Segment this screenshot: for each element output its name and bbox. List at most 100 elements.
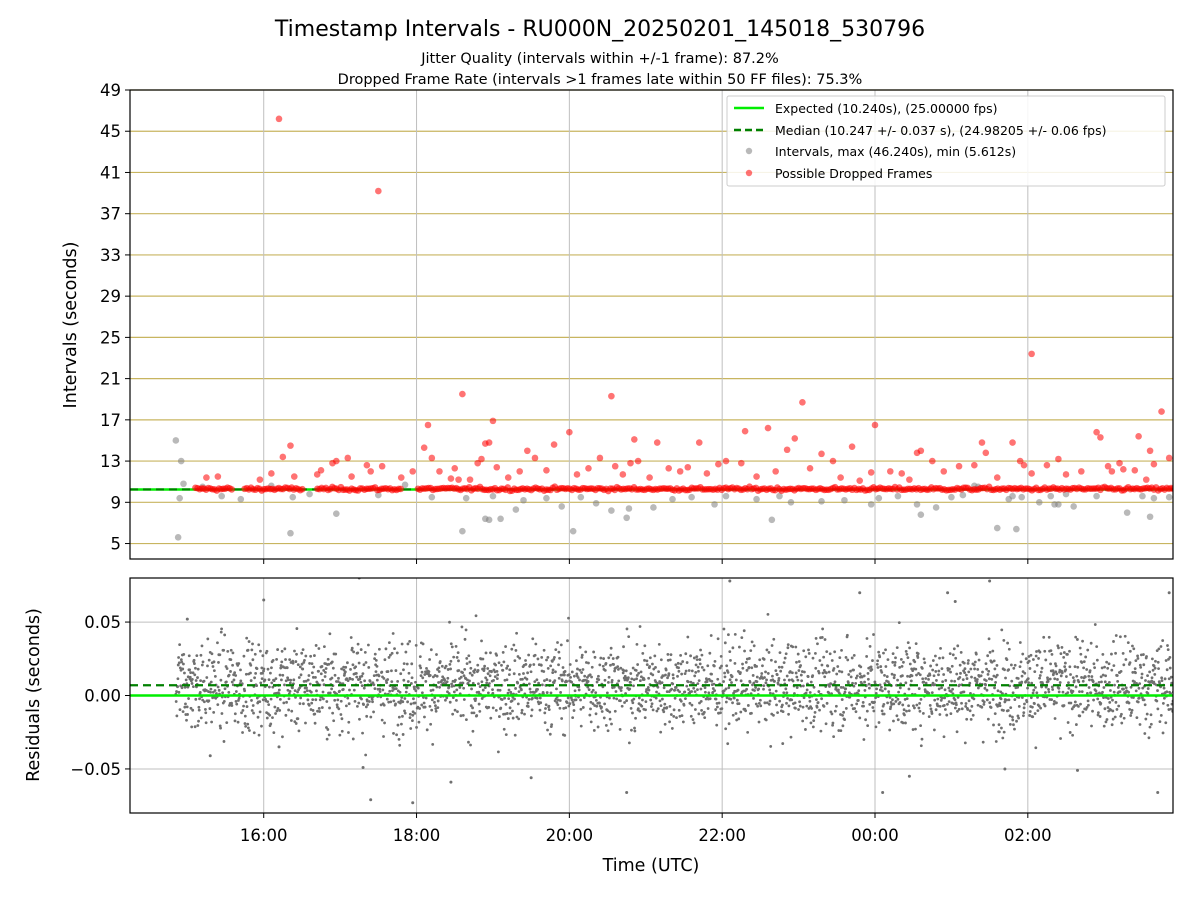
residual-point xyxy=(361,672,365,676)
residual-point xyxy=(396,679,400,683)
residual-point xyxy=(655,690,658,694)
residual-point xyxy=(295,652,298,656)
residual-point xyxy=(294,722,298,725)
residual-point xyxy=(875,662,879,666)
residual-point xyxy=(741,662,744,666)
residual-point xyxy=(673,696,677,700)
residual-point xyxy=(690,690,694,693)
residual-point xyxy=(947,686,951,690)
residual-point xyxy=(1038,676,1041,680)
dropped-frame-point xyxy=(1116,459,1123,467)
residual-point xyxy=(668,658,672,662)
residual-point xyxy=(1123,634,1127,638)
residual-point xyxy=(226,649,230,653)
residual-point xyxy=(1087,674,1091,678)
residual-point xyxy=(208,707,212,710)
residual-point xyxy=(592,729,596,732)
residual-point xyxy=(801,705,805,709)
interval-point xyxy=(1165,493,1173,501)
residual-point xyxy=(559,643,563,647)
residual-point xyxy=(1133,680,1136,684)
residual-point xyxy=(1134,689,1138,693)
residual-point xyxy=(1100,680,1103,684)
residual-point xyxy=(245,636,249,640)
dropped-frame-point xyxy=(1131,467,1139,474)
residual-point xyxy=(850,703,854,707)
residual-point xyxy=(832,735,836,738)
residual-point xyxy=(948,667,951,671)
residual-point xyxy=(311,675,315,679)
residual-point xyxy=(438,685,441,689)
residual-point xyxy=(833,650,837,654)
residual-point xyxy=(355,675,359,679)
residual-point xyxy=(462,686,466,690)
residual-point xyxy=(671,676,675,680)
residual-point xyxy=(437,681,440,684)
residual-point xyxy=(798,700,801,704)
residual-point xyxy=(1154,659,1157,663)
residual-point xyxy=(731,701,734,705)
residual-point xyxy=(749,649,753,653)
dropped-frame-point xyxy=(466,476,474,483)
residual-point xyxy=(719,711,722,715)
residual-point xyxy=(734,712,738,715)
residual-point xyxy=(930,712,934,715)
residual-point xyxy=(807,648,810,652)
residual-point xyxy=(581,668,585,671)
residual-point xyxy=(727,722,731,726)
residual-point xyxy=(1143,732,1147,735)
residual-point xyxy=(725,664,729,668)
dropped-frame-point xyxy=(1146,447,1154,455)
residual-point xyxy=(1096,711,1100,714)
residual-point xyxy=(1130,708,1134,712)
residual-point xyxy=(740,636,744,640)
residual-point xyxy=(368,679,372,683)
residual-point xyxy=(605,691,609,695)
intervals-y-tick-label: 49 xyxy=(100,81,121,100)
residual-point xyxy=(387,641,391,645)
residual-point xyxy=(1091,709,1094,713)
residual-point xyxy=(180,660,184,664)
residual-point xyxy=(522,672,525,675)
residual-point xyxy=(726,670,730,674)
residual-point xyxy=(296,717,300,721)
residual-point xyxy=(992,723,995,727)
residual-point xyxy=(498,688,502,692)
residual-point xyxy=(183,685,187,689)
interval-point xyxy=(768,516,776,524)
residual-point xyxy=(359,680,363,684)
residual-point xyxy=(1128,708,1132,711)
residual-point xyxy=(691,718,695,721)
residual-point xyxy=(283,683,286,687)
residual-point xyxy=(958,676,962,679)
residual-point xyxy=(211,690,215,694)
residual-point xyxy=(620,704,624,708)
residual-point xyxy=(699,687,703,691)
residual-point xyxy=(807,707,811,710)
residual-point xyxy=(280,678,283,682)
residual-point xyxy=(397,737,401,741)
dropped-frame-point xyxy=(397,485,405,493)
residual-point xyxy=(703,716,707,720)
residual-point xyxy=(984,662,988,666)
residual-point xyxy=(177,690,181,694)
residual-point xyxy=(665,706,669,709)
residual-point xyxy=(1013,663,1017,667)
residual-point xyxy=(790,698,794,702)
legend-intervals-label: Intervals, max (46.240s), min (5.612s) xyxy=(775,144,1016,159)
residual-point xyxy=(1150,657,1154,661)
residual-point xyxy=(879,665,883,668)
residual-point xyxy=(720,664,723,668)
residual-point xyxy=(703,686,707,690)
residual-point xyxy=(284,658,287,661)
residual-point xyxy=(449,780,453,784)
residual-point xyxy=(286,678,290,682)
interval-point xyxy=(543,494,550,502)
residual-point xyxy=(645,663,649,667)
residual-point xyxy=(818,708,821,712)
residual-point xyxy=(474,697,478,701)
residual-point xyxy=(540,655,544,659)
dropped-frame-point xyxy=(409,468,417,475)
residual-point xyxy=(512,672,516,676)
